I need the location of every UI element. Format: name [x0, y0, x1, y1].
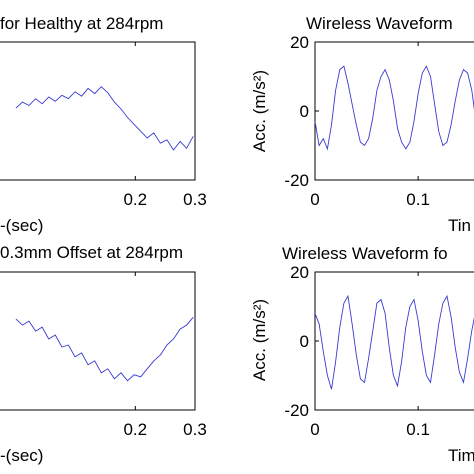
panel-healthy-wired: for Healthy at 284rpm 0.2 0.3 -(sec)	[0, 14, 207, 235]
series-line	[314, 65, 474, 151]
series-line	[314, 294, 474, 390]
x-axis-ticks: 0.2 0.3	[123, 272, 207, 439]
plot-frame	[314, 271, 474, 411]
x-tick-label: 0.2	[123, 420, 147, 439]
series-line	[15, 86, 194, 151]
plot-frame	[0, 271, 196, 411]
series	[15, 86, 194, 151]
series	[314, 294, 474, 390]
x-axis-label: -(sec)	[0, 446, 43, 465]
y-tick-label: 0	[300, 332, 309, 351]
panel-title: 0.3mm Offset at 284rpm	[0, 243, 183, 262]
x-axis-label: Tin	[448, 216, 471, 235]
series-line	[15, 316, 194, 382]
panel-title: Wireless Waveform	[306, 14, 453, 33]
x-axis-label: -(sec)	[0, 216, 43, 235]
x-axis-ticks: 0.2 0.3	[123, 42, 207, 209]
series	[15, 316, 194, 382]
y-tick-label: 0	[300, 102, 309, 121]
series	[314, 65, 474, 151]
x-tick-label: 0.1	[406, 420, 430, 439]
panel-title: for Healthy at 284rpm	[0, 14, 163, 33]
x-tick-label: 0	[310, 190, 319, 209]
y-tick-label: 20	[290, 263, 309, 282]
y-tick-label: -20	[284, 401, 309, 420]
x-tick-label: 0.3	[183, 190, 207, 209]
y-axis-label: Acc. (m/s²)	[250, 70, 269, 152]
panel-offset-wired: 0.3mm Offset at 284rpm 0.2 0.3 -(sec)	[0, 243, 207, 465]
y-tick-label: 20	[290, 33, 309, 52]
x-axis-label: Tim	[448, 446, 474, 465]
x-tick-label: 0	[310, 420, 319, 439]
y-tick-label: -20	[284, 171, 309, 190]
plot-frame	[0, 41, 196, 181]
x-tick-label: 0.1	[406, 190, 430, 209]
y-axis-label: Acc. (m/s²)	[250, 299, 269, 381]
panel-title: Wireless Waveform fo	[282, 244, 448, 263]
x-tick-label: 0.3	[183, 420, 207, 439]
x-tick-label: 0.2	[123, 190, 147, 209]
